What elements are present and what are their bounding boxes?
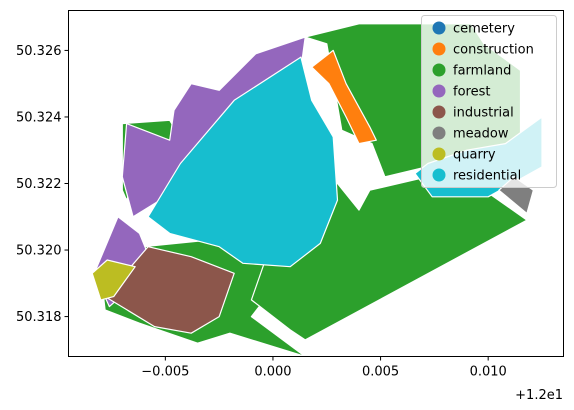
legend-marker-residential	[432, 168, 446, 182]
legend-marker-forest	[432, 84, 446, 98]
y-tick-label: 50.322	[16, 177, 62, 192]
region-construction-9	[311, 49, 377, 145]
x-tick-label: 0.005	[362, 365, 399, 380]
legend-label-industrial: industrial	[453, 106, 514, 121]
legend-marker-industrial	[432, 105, 446, 119]
legend-marker-farmland	[432, 63, 446, 77]
region-residential-8	[147, 56, 339, 268]
legend-label-meadow: meadow	[453, 127, 509, 142]
legend-label-construction: construction	[453, 43, 534, 58]
y-tick-label: 50.326	[16, 44, 62, 59]
legend-marker-quarry	[432, 147, 446, 161]
legend-label-residential: residential	[453, 169, 521, 184]
legend: cemetery construction farmland forest indust…	[421, 15, 557, 188]
region-industrial-6	[104, 246, 235, 334]
x-offset-label: +1.2e1	[515, 388, 563, 403]
x-axis: −0.005 0.000 0.005 0.010	[141, 356, 507, 380]
x-tick-label: 0.000	[254, 365, 291, 380]
x-tick-label: 0.010	[470, 365, 507, 380]
legend-label-quarry: quarry	[453, 148, 496, 163]
region-quarry-7	[91, 259, 136, 301]
legend-marker-construction	[432, 42, 446, 56]
legend-label-cemetery: cemetery	[453, 22, 515, 37]
legend-label-forest: forest	[453, 85, 490, 100]
legend-marker-meadow	[432, 126, 446, 140]
y-tick-label: 50.324	[16, 110, 62, 125]
legend-marker-cemetery	[432, 21, 446, 35]
y-tick-label: 50.320	[16, 244, 62, 259]
x-tick-label: −0.005	[141, 365, 189, 380]
legend-frame	[421, 15, 557, 188]
y-tick-label: 50.318	[16, 310, 62, 325]
legend-label-farmland: farmland	[453, 64, 511, 79]
y-axis: 50.318 50.320 50.322 50.324 50.326	[16, 44, 69, 325]
